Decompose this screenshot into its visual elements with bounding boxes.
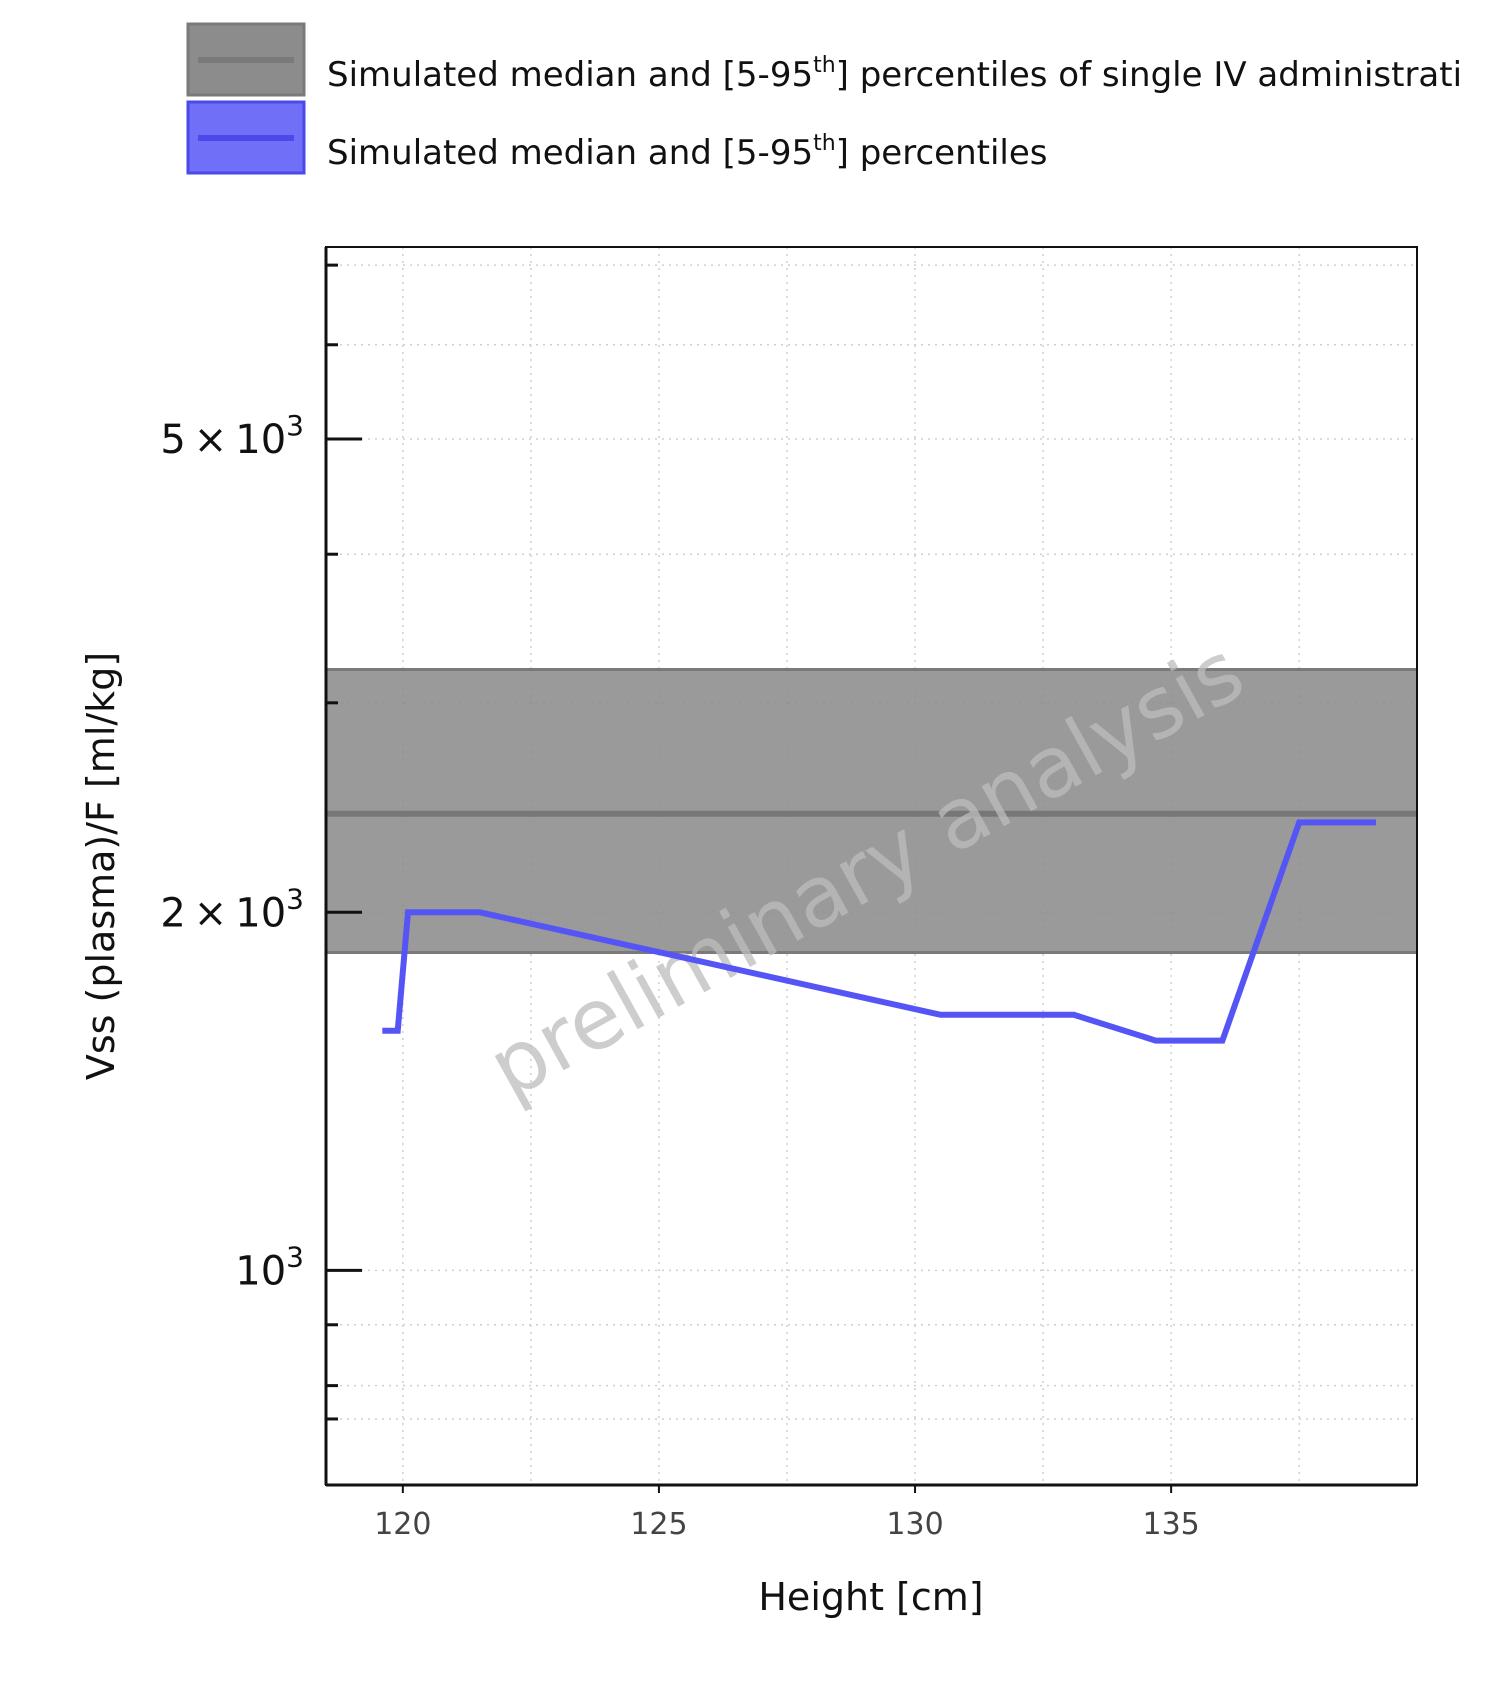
y-tick-label: 103 bbox=[235, 1240, 304, 1294]
x-tick-label: 135 bbox=[1143, 1507, 1200, 1542]
legend: Simulated median and [5-95th] percentile… bbox=[186, 22, 1462, 175]
series-line-simulated bbox=[382, 819, 1376, 1044]
legend-item-simulated: Simulated median and [5-95th] percentile… bbox=[186, 100, 1047, 175]
y-tick-label: 5 × 103 bbox=[160, 409, 304, 463]
x-tick-label: 125 bbox=[630, 1507, 687, 1542]
legend-label-reference: Simulated median and [5-95th] percentile… bbox=[327, 53, 1462, 95]
y-axis-title: Vss (plasma)/F [ml/kg] bbox=[79, 652, 123, 1080]
legend-label-simulated: Simulated median and [5-95th] percentile… bbox=[327, 131, 1047, 173]
series-layer bbox=[382, 819, 1376, 1044]
reference-band bbox=[326, 667, 1417, 955]
legend-item-reference: Simulated median and [5-95th] percentile… bbox=[186, 22, 1462, 97]
y-tick-label: 2 × 103 bbox=[160, 882, 304, 936]
x-tick-label: 130 bbox=[886, 1507, 943, 1542]
axes: 120 125 130 135 5 × 103 2 × 103 103 bbox=[160, 263, 1200, 1542]
x-tick-label: 120 bbox=[374, 1507, 431, 1542]
x-axis-title: Height [cm] bbox=[758, 1575, 983, 1619]
